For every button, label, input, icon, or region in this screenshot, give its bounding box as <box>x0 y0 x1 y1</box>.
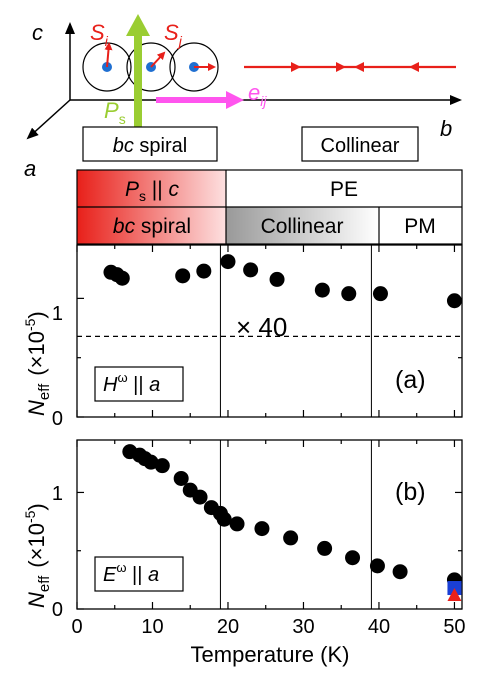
axis-a-label: a <box>24 156 36 181</box>
data-point <box>341 286 357 302</box>
x-tick-label: 40 <box>368 616 390 638</box>
data-point <box>192 489 208 505</box>
spin-arrow-i <box>104 42 113 68</box>
panel-b-ticks <box>76 440 462 610</box>
data-point <box>243 262 259 278</box>
panel-b-ytick-0: 0 <box>52 599 63 621</box>
polarization-label: Ps <box>104 98 126 127</box>
data-point <box>369 558 385 574</box>
polarization-arrow <box>126 14 150 130</box>
panel-a-condition-box: Hω || a <box>94 366 184 402</box>
x-tick-labels: 0 10 20 30 40 50 <box>71 616 465 638</box>
panel-a-ytick-1: 1 <box>52 303 63 325</box>
data-point <box>173 470 189 486</box>
panel-a-annotation: × 40 <box>236 312 287 342</box>
data-point <box>283 530 299 546</box>
data-point <box>269 271 285 287</box>
x-tick-label: 0 <box>71 616 82 638</box>
x-tick-label: 50 <box>443 616 465 638</box>
data-point <box>229 516 245 532</box>
collinear-box: Collinear <box>301 126 419 162</box>
data-point <box>372 286 388 302</box>
bc-spiral-box: bc spiral <box>82 126 218 162</box>
collinear-spins <box>244 62 456 72</box>
panel-a-points <box>103 254 462 309</box>
panel-a <box>76 244 463 418</box>
data-point <box>345 550 361 566</box>
data-point <box>154 458 170 474</box>
data-point <box>314 282 330 298</box>
svg-text:bc spiral: bc spiral <box>113 135 187 157</box>
x-tick-label: 30 <box>292 616 314 638</box>
panel-b-frame <box>76 439 463 610</box>
phase-bc-spiral-cell <box>77 207 226 244</box>
svg-text:Eω || a: Eω || a <box>103 560 159 586</box>
data-point <box>114 270 130 286</box>
phase-pe-cell <box>226 170 462 207</box>
panel-b-condition-box: Eω || a <box>94 556 184 592</box>
panel-a-label: (a) <box>395 366 426 394</box>
data-point <box>175 268 191 284</box>
data-point <box>196 263 212 279</box>
data-point <box>317 540 333 556</box>
bond-vector-arrow <box>156 91 244 109</box>
phase-pm-cell <box>379 207 462 244</box>
red-triangle-marker <box>447 588 462 602</box>
data-point <box>446 293 462 309</box>
data-point <box>216 511 232 527</box>
spiral-sites <box>82 42 219 92</box>
x-axis-label: Temperature (K) <box>191 642 350 667</box>
spin-j-label: Sj <box>164 20 183 49</box>
data-point <box>220 254 236 270</box>
svg-text:Hω || a: Hω || a <box>103 370 160 396</box>
data-point <box>143 454 159 470</box>
bond-vector-label: eij <box>248 80 267 109</box>
panel-b-ylabel: Neff(×10-5) <box>22 503 53 608</box>
panel-a-ytick-0: 0 <box>52 408 63 430</box>
phase-bc-spiral-label: bc spiral <box>113 215 191 238</box>
x-tick-label: 20 <box>217 616 239 638</box>
panel-b-ytick-1: 1 <box>52 483 63 505</box>
phase-ferroelectric-label: Ps || c <box>125 178 180 204</box>
x-tick-label: 10 <box>141 616 163 638</box>
phase-bar <box>76 169 463 245</box>
panel-b-extra-markers <box>447 581 462 602</box>
phase-collinear-label: Collinear <box>261 215 344 238</box>
axis-b-label: b <box>440 116 452 141</box>
panel-a-ylabel: Neff(×10-5) <box>22 311 53 416</box>
phase-pm-label: PM <box>404 215 436 238</box>
data-point <box>254 521 270 537</box>
axis-c-label: c <box>32 20 43 45</box>
spin-arrow-j <box>150 51 166 68</box>
panel-a-frame <box>76 244 463 418</box>
spin-i-label: Si <box>90 20 109 49</box>
phase-ferroelectric-cell <box>77 170 226 207</box>
svg-text:Collinear: Collinear <box>321 135 400 157</box>
phase-pe-label: PE <box>330 178 358 201</box>
panel-b-label: (b) <box>395 478 426 506</box>
phase-collinear-cell <box>226 207 379 244</box>
data-point <box>392 564 408 580</box>
panel-b <box>76 439 463 610</box>
panel-b-points <box>122 444 462 588</box>
